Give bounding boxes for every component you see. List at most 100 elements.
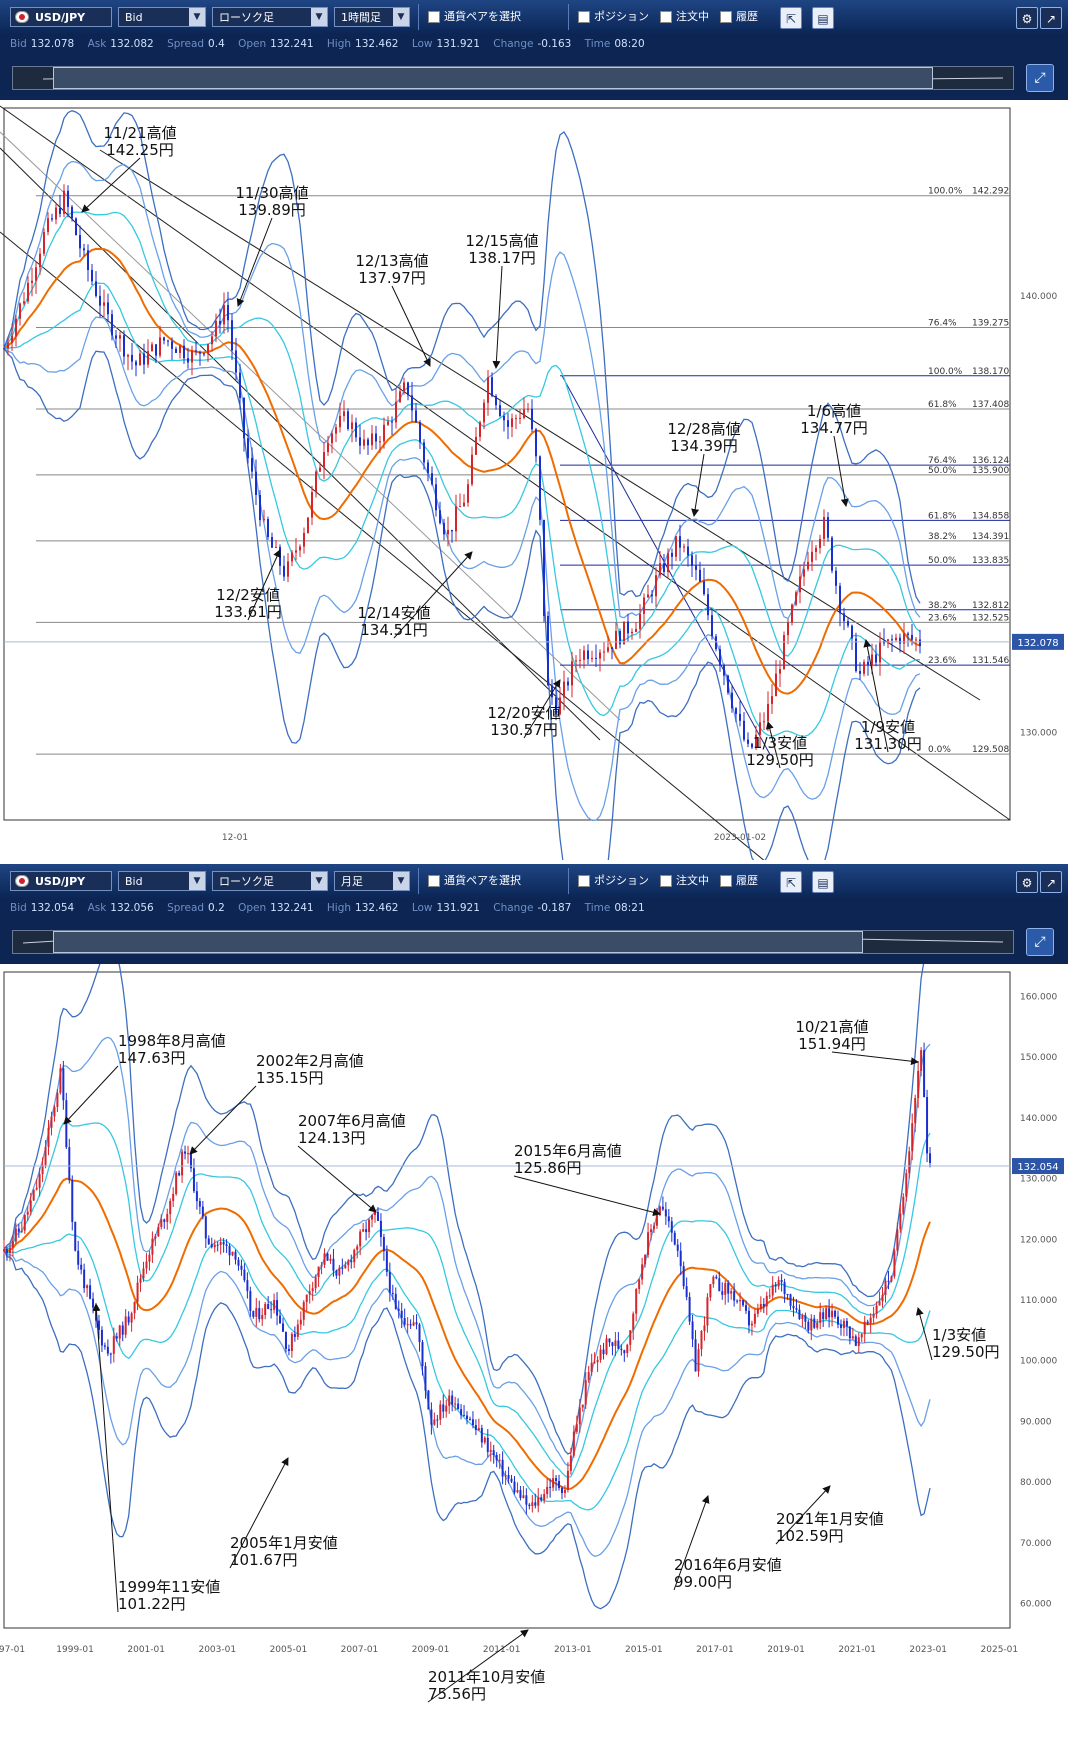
candle-body	[175, 348, 177, 353]
bollinger-lower-1	[4, 282, 920, 738]
navigator-window-handle[interactable]	[53, 931, 863, 953]
candle-body	[579, 659, 581, 661]
candle-body	[629, 1330, 632, 1345]
annotation-label: 12/20安値	[487, 704, 560, 722]
annotation-price: 134.51円	[360, 621, 428, 639]
candle-body	[590, 1362, 593, 1373]
candle-body	[501, 1459, 504, 1477]
candle-body	[775, 673, 777, 697]
y-tick-label: 120.000	[1020, 1235, 1057, 1245]
dropdown-arrow-icon: ▼	[393, 8, 409, 26]
select-pair-checkbox[interactable]: 通貨ペアを選択	[428, 7, 521, 27]
layout-icon[interactable]: ▤	[812, 7, 834, 29]
checkbox[interactable]	[578, 875, 590, 887]
candle-body	[887, 639, 889, 644]
history-checkbox[interactable]: 履歴	[720, 871, 758, 891]
trend-line	[0, 231, 765, 860]
checkbox[interactable]	[720, 11, 732, 23]
position-checkbox[interactable]: ポジション	[578, 871, 649, 891]
candle-body	[920, 1050, 923, 1071]
candle-body	[543, 1493, 546, 1501]
candle-body	[15, 318, 17, 336]
candle-body	[317, 1266, 320, 1278]
history-checkbox[interactable]: 履歴	[720, 7, 758, 27]
settings-gear-icon[interactable]: ⚙	[1016, 7, 1038, 29]
candle-body	[403, 1318, 406, 1325]
candle-body	[430, 1409, 433, 1425]
y-tick-label: 160.000	[1020, 992, 1057, 1002]
expand-arrow-icon[interactable]: ↗	[1040, 7, 1062, 29]
checkbox[interactable]	[660, 11, 672, 23]
candle-body	[671, 552, 673, 557]
dropdown-arrow-icon: ▼	[311, 872, 327, 890]
pair-label[interactable]: USD/JPY	[10, 871, 112, 891]
navigator-track[interactable]	[12, 930, 1014, 954]
navigator-window-handle[interactable]	[53, 67, 933, 89]
checkbox[interactable]	[578, 11, 590, 23]
candle-body	[56, 1092, 59, 1107]
annotation-price: 101.22円	[118, 1595, 186, 1613]
expand-arrow-icon[interactable]: ⤢	[1026, 928, 1054, 956]
candle-body	[39, 253, 41, 268]
popout-icon[interactable]: ⇱	[780, 7, 802, 29]
candle-body	[919, 639, 921, 646]
orders-checkbox[interactable]: 注文中	[660, 871, 709, 891]
candle-body	[765, 1295, 768, 1307]
candle-body	[563, 681, 565, 698]
candle-body	[371, 1214, 374, 1220]
annotation-price: 101.67円	[230, 1551, 298, 1569]
interval-select[interactable]: 1時間足 ▼	[334, 7, 410, 27]
annotation-price: 133.61円	[214, 603, 282, 621]
expand-arrow-icon[interactable]: ⤢	[1026, 64, 1054, 92]
candle-body	[872, 1313, 875, 1318]
checkbox[interactable]	[660, 875, 672, 887]
candle-body	[246, 1280, 249, 1292]
candle-body	[641, 1264, 644, 1280]
candle-body	[31, 280, 33, 283]
fibonacci-level-label: 76.4%	[928, 318, 957, 328]
checkbox[interactable]	[428, 11, 440, 23]
candle-body	[27, 282, 29, 302]
candle-body	[323, 1253, 326, 1265]
checkbox[interactable]	[720, 875, 732, 887]
candle-body	[382, 1237, 385, 1252]
chart-type-select[interactable]: ローソク足 ▼	[212, 7, 328, 27]
candle-body	[667, 1216, 670, 1222]
candle-body	[667, 552, 669, 572]
pair-label[interactable]: USD/JPY	[10, 7, 112, 27]
layout-icon[interactable]: ▤	[812, 871, 834, 893]
candle-body	[166, 1214, 169, 1222]
chart-type-select[interactable]: ローソク足 ▼	[212, 871, 328, 891]
candle-body	[400, 1310, 403, 1319]
candle-body	[615, 631, 617, 649]
candle-body	[511, 418, 513, 427]
x-tick-label: 2001-01	[127, 1645, 165, 1655]
position-checkbox[interactable]: ポジション	[578, 7, 649, 27]
select-pair-checkbox[interactable]: 通貨ペアを選択	[428, 871, 521, 891]
interval-select[interactable]: 月足 ▼	[334, 871, 410, 891]
candle-body	[540, 1497, 543, 1501]
annotation-arrow	[236, 217, 273, 307]
price-type-select[interactable]: Bid ▼	[118, 871, 206, 891]
y-tick-label: 130.000	[1020, 1175, 1057, 1185]
annotation-price: 75.56円	[428, 1685, 486, 1703]
checkbox[interactable]	[428, 875, 440, 887]
popout-icon[interactable]: ⇱	[780, 871, 802, 893]
candle-body	[492, 1450, 495, 1455]
price-type-select[interactable]: Bid ▼	[118, 7, 206, 27]
time-value: 08:20	[614, 38, 645, 50]
orders-checkbox[interactable]: 注文中	[660, 7, 709, 27]
candle-body	[587, 1372, 590, 1381]
settings-gear-icon[interactable]: ⚙	[1016, 871, 1038, 893]
annotation-label: 1998年8月高値	[118, 1032, 226, 1050]
candle-body	[307, 517, 309, 533]
expand-arrow-icon[interactable]: ↗	[1040, 871, 1062, 893]
navigator-track[interactable]	[12, 66, 1014, 90]
candle-body	[55, 207, 57, 220]
candle-body	[100, 1329, 103, 1346]
moving-average-line	[3, 1177, 931, 1490]
